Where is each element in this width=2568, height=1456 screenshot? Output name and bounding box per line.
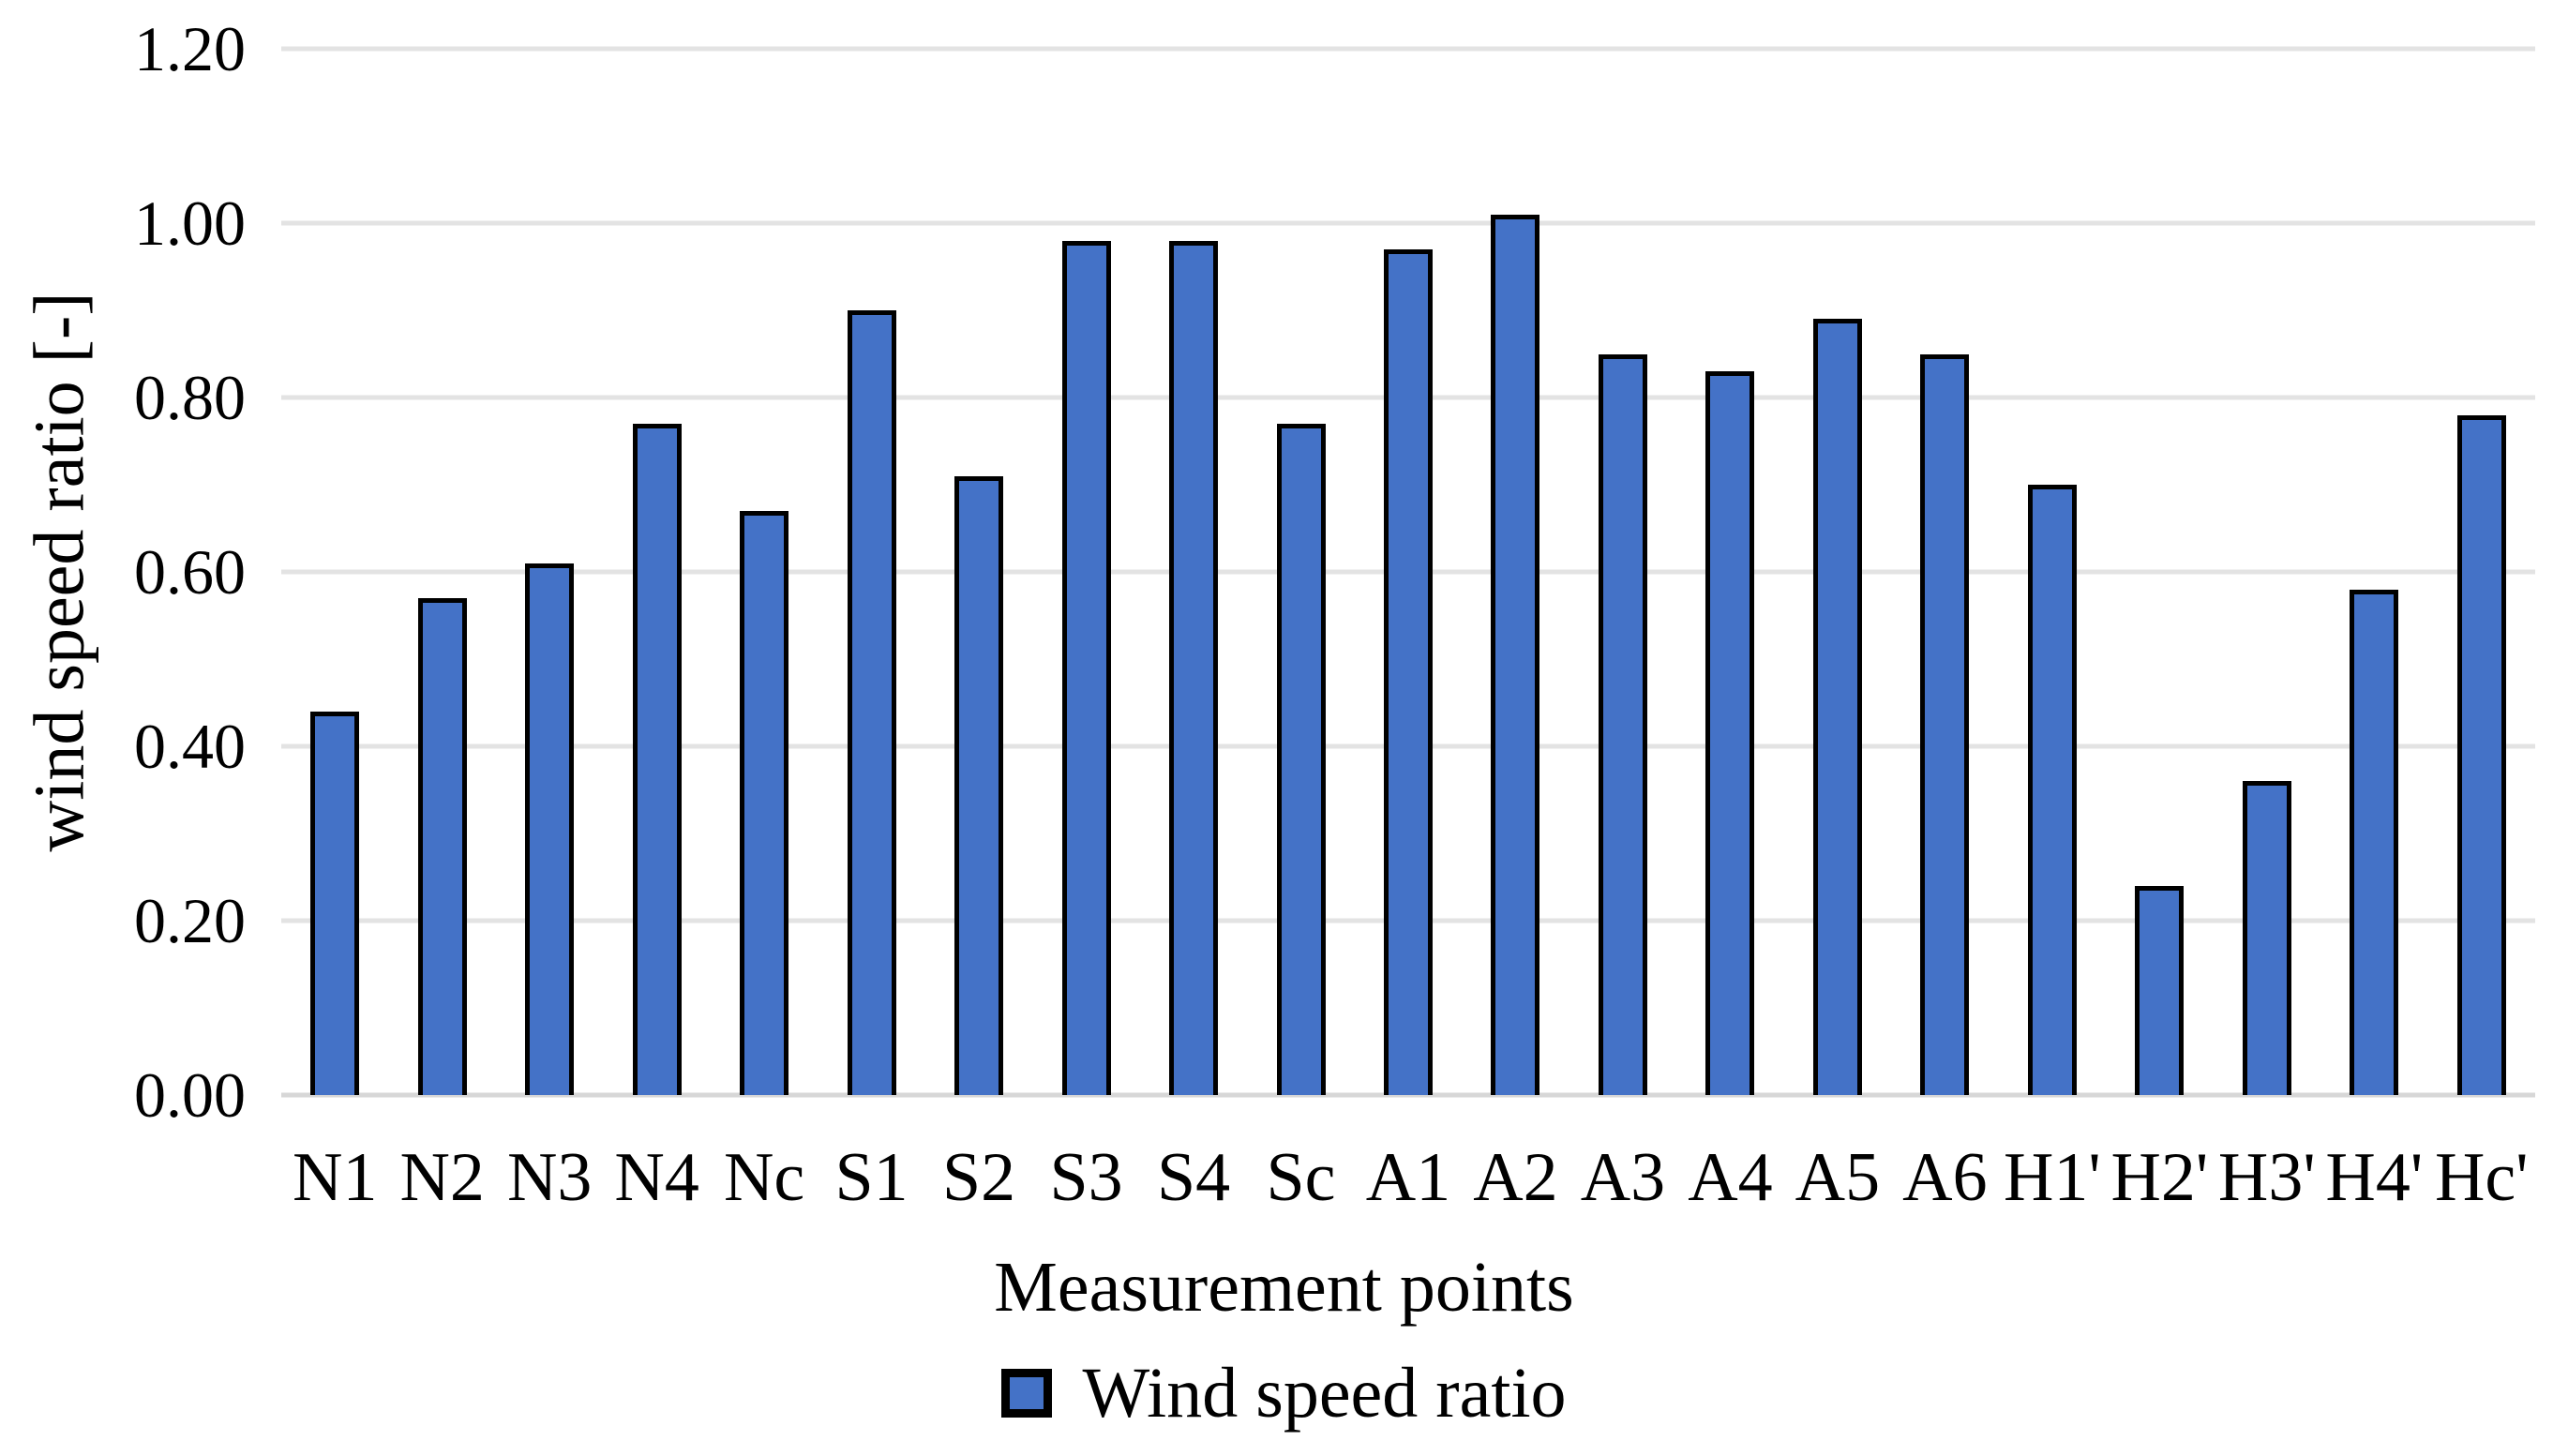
- x-tick-label: N2: [399, 1139, 485, 1216]
- bar-H2': [2135, 885, 2185, 1095]
- bar-S1: [847, 310, 896, 1095]
- y-tick-label: 0.60: [134, 536, 246, 608]
- x-tick-label: A5: [1795, 1139, 1881, 1216]
- x-tick-label: A1: [1365, 1139, 1451, 1216]
- x-tick-label: Sc: [1266, 1139, 1336, 1216]
- x-tick-label: H4': [2325, 1139, 2424, 1216]
- x-axis-tick-labels: N1 N2 N3 N4 Nc S1 S2 S3 S4 Sc A1 A2 A3 A4 A5 A6 H1' H2' H3…: [281, 1131, 2535, 1224]
- y-tick-label: 1.20: [134, 13, 246, 84]
- y-axis-tick-labels: 0.00 0.20 0.40 0.60 0.80 1.00 1.20: [0, 17, 246, 1127]
- bar-N4: [632, 423, 682, 1095]
- y-tick-label: 1.00: [134, 188, 246, 259]
- gridline: [281, 220, 2535, 226]
- x-tick-label: H1': [2003, 1139, 2101, 1216]
- bar-N1: [310, 711, 360, 1095]
- bar-H3': [2242, 781, 2291, 1095]
- x-tick-label: S1: [834, 1139, 909, 1216]
- bar-A2: [1491, 214, 1540, 1095]
- x-tick-label: N1: [293, 1139, 378, 1216]
- bar-S2: [954, 475, 1004, 1095]
- x-tick-label: S2: [942, 1139, 1016, 1216]
- y-tick-label: 0.40: [134, 711, 246, 782]
- x-tick-label: A2: [1473, 1139, 1558, 1216]
- bar-Hc': [2456, 414, 2506, 1095]
- x-tick-label: A4: [1688, 1139, 1773, 1216]
- bar-H1': [2027, 485, 2077, 1095]
- bar-A6: [1920, 353, 1970, 1095]
- bar-S4: [1169, 240, 1219, 1095]
- bar-Sc: [1276, 423, 1326, 1095]
- plot-area: [281, 46, 2535, 1098]
- bar-A4: [1705, 371, 1755, 1095]
- legend-marker: [1001, 1369, 1053, 1418]
- x-tick-label: S4: [1156, 1139, 1231, 1216]
- legend: Wind speed ratio: [0, 1358, 2568, 1429]
- x-axis-baseline: [281, 1092, 2535, 1098]
- bar-Nc: [740, 510, 789, 1095]
- legend-label: Wind speed ratio: [1082, 1354, 1567, 1433]
- gridline: [281, 46, 2535, 52]
- y-tick-label: 0.00: [134, 1059, 246, 1131]
- x-tick-label: N4: [614, 1139, 699, 1216]
- x-tick-label: H3': [2217, 1139, 2316, 1216]
- x-axis-title: Measurement points: [994, 1248, 1574, 1327]
- y-tick-label: 0.20: [134, 885, 246, 956]
- bar-N2: [417, 597, 467, 1095]
- bar-S3: [1061, 240, 1111, 1095]
- y-tick-label: 0.80: [134, 362, 246, 433]
- x-tick-label: A6: [1902, 1139, 1988, 1216]
- x-tick-label: S3: [1049, 1139, 1123, 1216]
- bar-A5: [1812, 319, 1862, 1095]
- bar-N3: [525, 563, 575, 1095]
- x-tick-label: H2': [2110, 1139, 2209, 1216]
- x-tick-label: N3: [506, 1139, 593, 1216]
- bar-H4': [2350, 589, 2399, 1095]
- x-tick-label: Hc': [2434, 1139, 2529, 1216]
- bar-A3: [1598, 353, 1647, 1095]
- x-tick-label: Nc: [723, 1139, 805, 1216]
- bar-A1: [1384, 248, 1433, 1095]
- x-tick-label: A3: [1580, 1139, 1666, 1216]
